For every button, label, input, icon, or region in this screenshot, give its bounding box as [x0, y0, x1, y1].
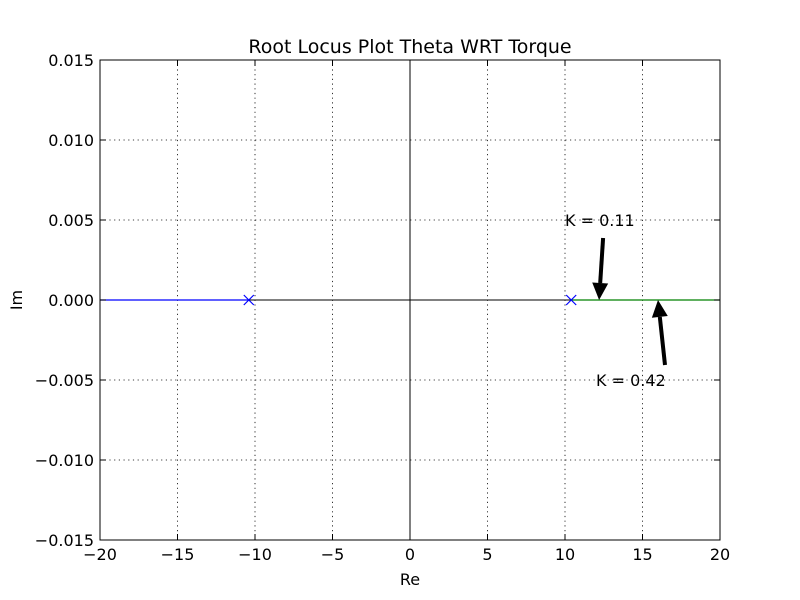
y-tick-label: 0.000	[48, 291, 94, 310]
y-tick-label: −0.015	[35, 531, 94, 550]
x-tick-label: 20	[710, 545, 730, 564]
y-tick-label: 0.005	[48, 211, 94, 230]
x-tick-label: 0	[405, 545, 415, 564]
annotation-label: K = 0.11	[565, 211, 635, 230]
x-tick-label: −20	[83, 545, 117, 564]
annotation-arrow-shaft	[598, 237, 606, 284]
pole-marker	[565, 294, 577, 306]
x-axis-label: Re	[400, 570, 420, 589]
pole-stroke	[565, 294, 577, 306]
annotation-arrow-shaft	[657, 316, 667, 366]
x-tick-label: 15	[632, 545, 652, 564]
pole-stroke	[243, 294, 255, 306]
y-tick-label: −0.005	[35, 371, 94, 390]
pole-markers	[243, 294, 577, 306]
axis-ticks: −20 −15 −10 −5 0 5 10 15 20 −0.015 −0.010 −0.005 0.0…	[35, 51, 730, 564]
annotation-arrow-head	[651, 300, 668, 318]
x-tick-label: −15	[161, 545, 195, 564]
annotations: K = 0.11 K = 0.42	[565, 211, 668, 390]
y-axis-label: Im	[7, 290, 26, 310]
y-tick-label: 0.010	[48, 131, 94, 150]
x-tick-label: 10	[555, 545, 575, 564]
pole-marker	[243, 294, 255, 306]
x-tick-label: 5	[482, 545, 492, 564]
annotation-arrow-head	[592, 282, 609, 300]
x-tick-label: −5	[321, 545, 345, 564]
y-tick-label: 0.015	[48, 51, 94, 70]
y-tick-label: −0.010	[35, 451, 94, 470]
annotation-label: K = 0.42	[596, 371, 666, 390]
x-tick-label: −10	[238, 545, 272, 564]
chart-title: Root Locus Plot Theta WRT Torque	[248, 36, 571, 58]
